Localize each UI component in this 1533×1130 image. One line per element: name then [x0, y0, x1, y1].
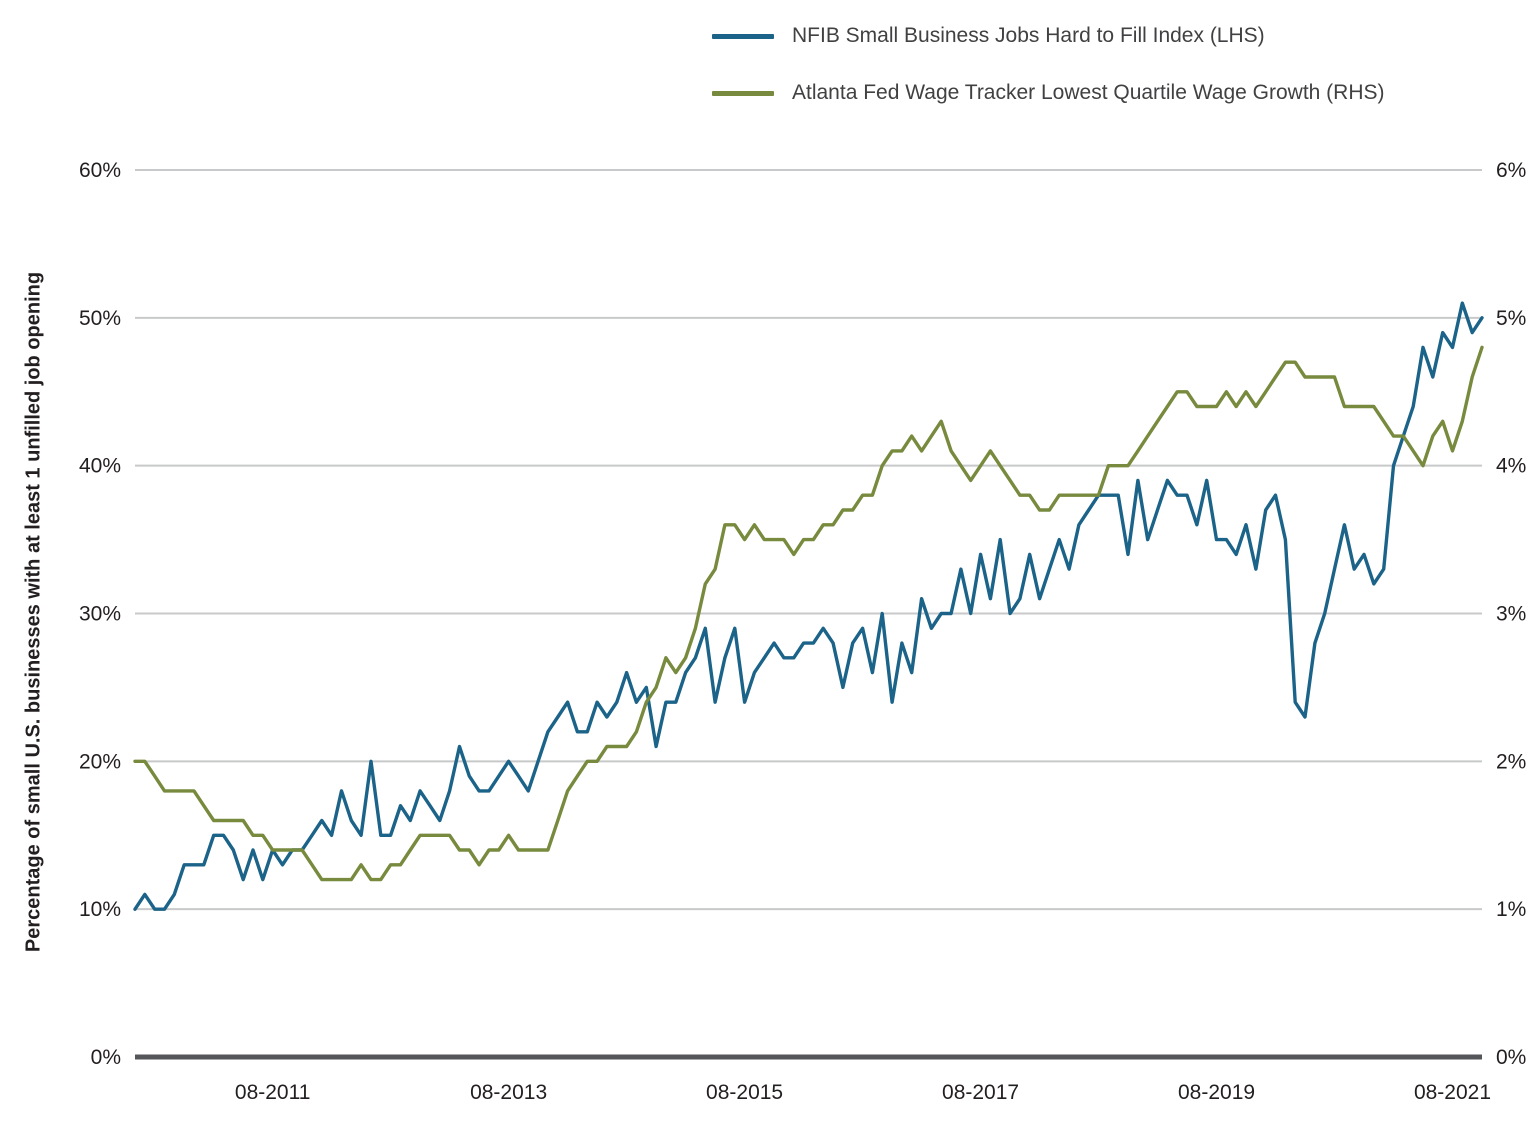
x-tick-label: 08-2017	[942, 1081, 1019, 1104]
x-tick-label: 08-2021	[1414, 1081, 1491, 1104]
series-line-0	[133, 301, 1484, 911]
left-y-tick-label: 60%	[79, 159, 121, 182]
left-axis-title: Percentage of small U.S. businesses with…	[22, 271, 45, 953]
right-y-tick-label: 2%	[1496, 750, 1526, 773]
left-y-tick-label: 40%	[79, 455, 121, 478]
x-tick-label: 08-2015	[706, 1081, 783, 1104]
right-y-tick-label: 4%	[1496, 455, 1526, 478]
wage-tracker-line-swatch-icon	[712, 90, 774, 96]
x-tick-label: 08-2013	[470, 1081, 547, 1104]
legend-item-nfib: NFIB Small Business Jobs Hard to Fill In…	[712, 24, 1385, 48]
right-y-tick-label: 0%	[1496, 1046, 1526, 1069]
legend-label-nfib: NFIB Small Business Jobs Hard to Fill In…	[792, 24, 1265, 47]
nfib-line-swatch-icon	[712, 33, 774, 39]
left-y-tick-label: 10%	[79, 898, 121, 921]
legend-item-wage-tracker: Atlanta Fed Wage Tracker Lowest Quartile…	[712, 81, 1385, 105]
right-y-tick-label: 5%	[1496, 307, 1526, 330]
left-y-tick-label: 50%	[79, 307, 121, 330]
right-y-tick-label: 3%	[1496, 603, 1526, 626]
left-y-tick-label: 0%	[91, 1046, 121, 1069]
right-y-tick-label: 1%	[1496, 898, 1526, 921]
left-y-tick-label: 20%	[79, 750, 121, 773]
x-tick-label: 08-2011	[235, 1081, 311, 1104]
left-y-tick-label: 30%	[79, 603, 121, 626]
right-y-tick-label: 6%	[1496, 159, 1526, 182]
legend: NFIB Small Business Jobs Hard to Fill In…	[712, 24, 1385, 105]
x-tick-label: 08-2019	[1178, 1081, 1255, 1104]
series-line-1	[133, 345, 1484, 882]
legend-label-wage-tracker: Atlanta Fed Wage Tracker Lowest Quartile…	[792, 81, 1385, 104]
